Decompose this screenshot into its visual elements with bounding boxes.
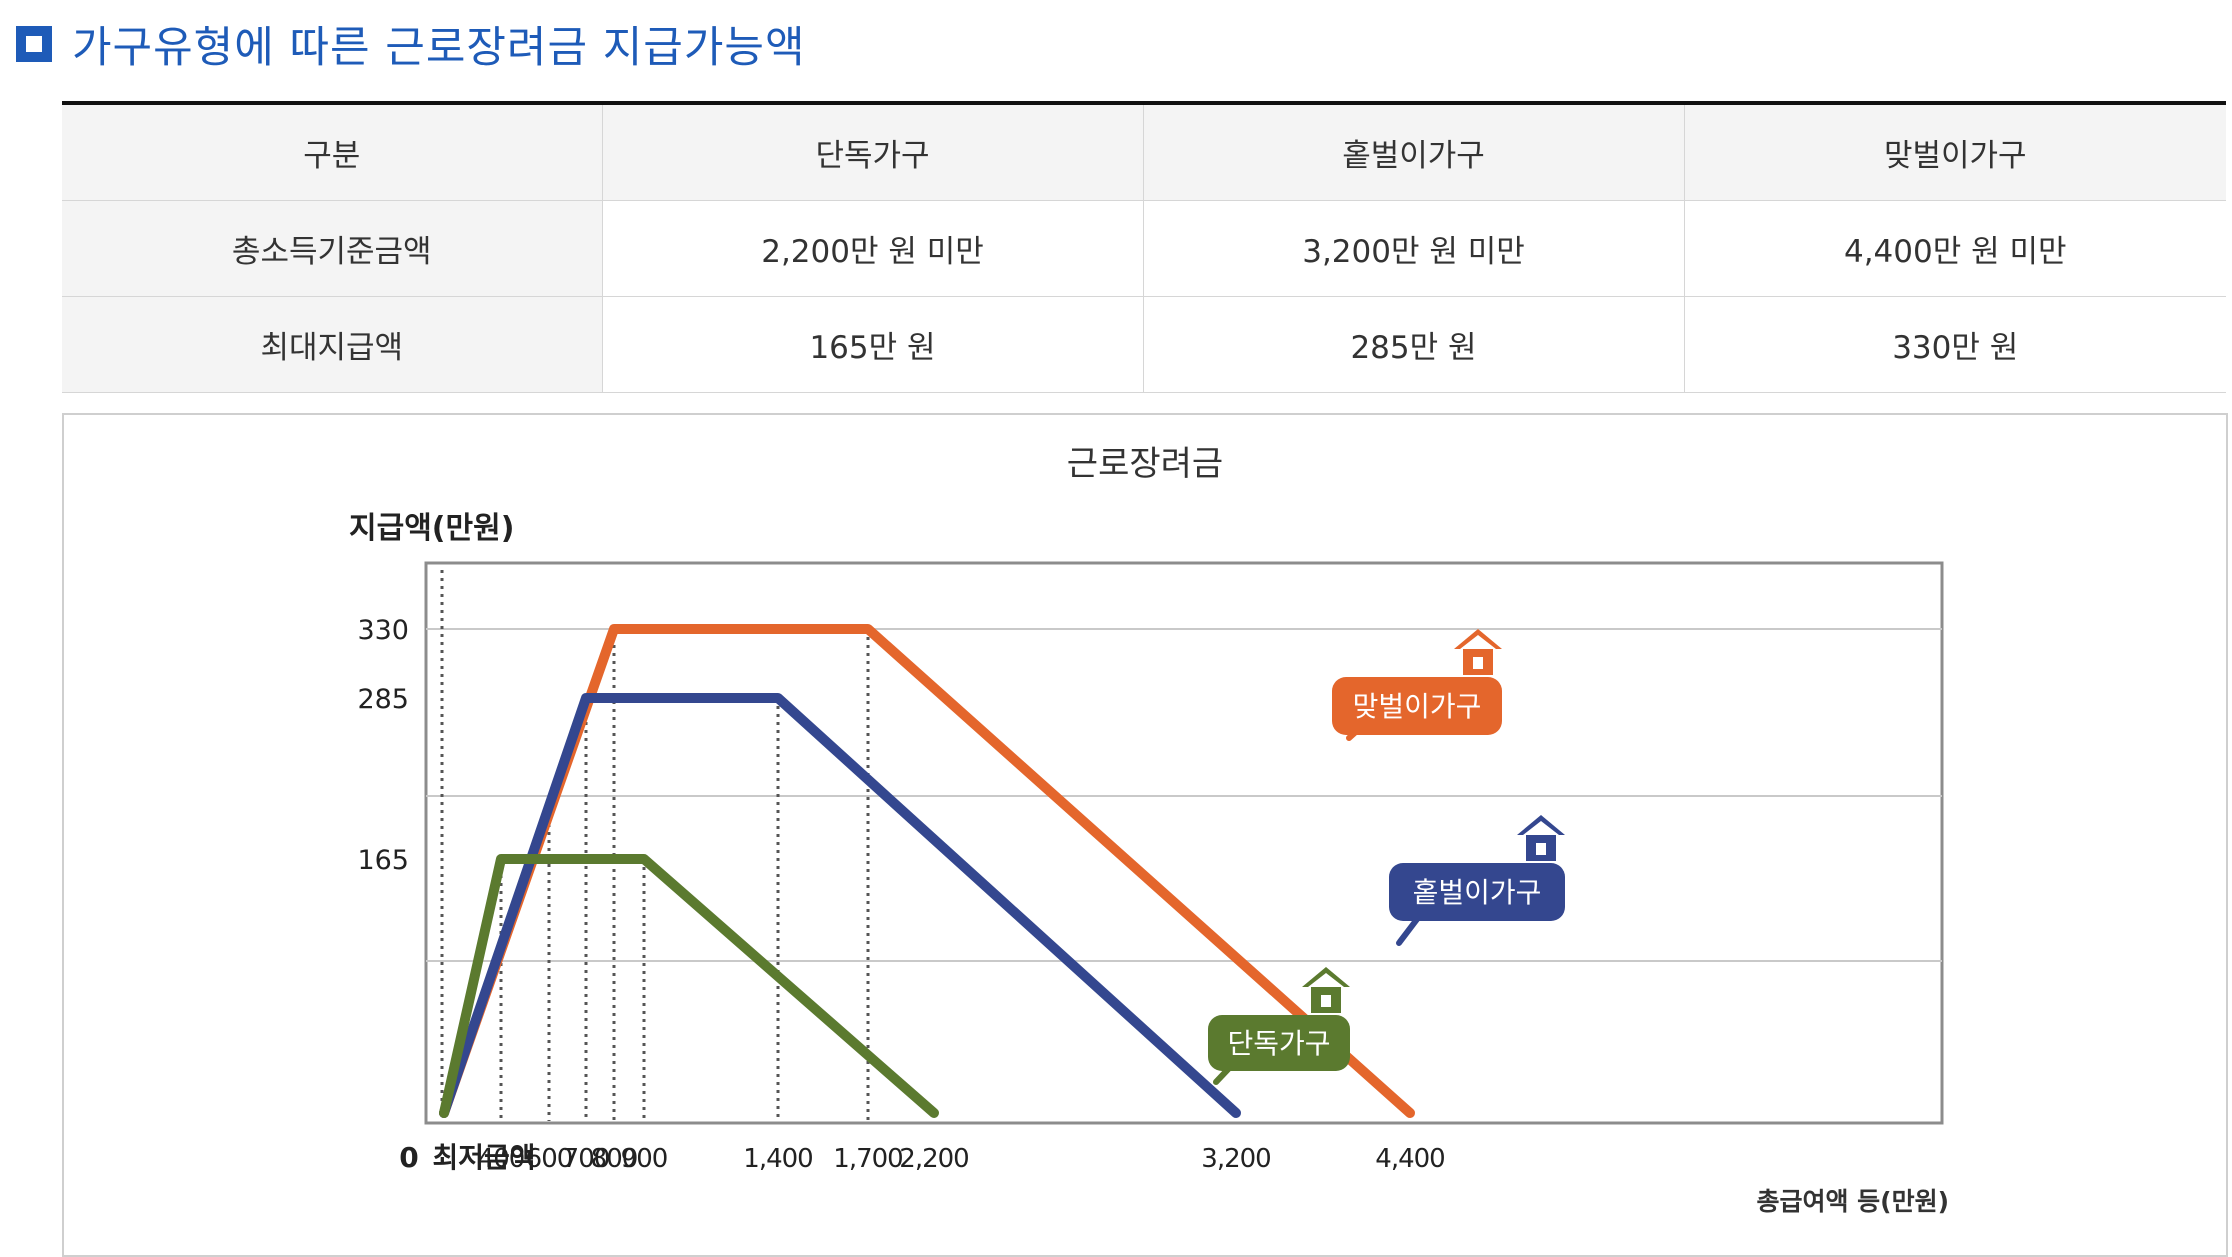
cell-single-max: 165만 원 (601, 296, 1143, 393)
table-header-dual-earner: 맞벌이가구 (1683, 103, 2226, 201)
x-axis-label: 총급여액 등(만원) (1756, 1187, 1949, 1216)
y-tick-label: 165 (357, 845, 409, 876)
callout-badge (1208, 1015, 1350, 1071)
legend-callout-single: 단독가구 (1208, 967, 1350, 1085)
y-axis-label: 지급액(만원) (349, 511, 514, 546)
house-icon (1302, 967, 1350, 1013)
x-tick-label: 4,400 (1375, 1144, 1444, 1174)
legend-label-dual: 맞벌이가구 (1353, 690, 1482, 723)
x-tick-label: 1,700 (833, 1144, 902, 1174)
series-line-single (439, 854, 939, 1118)
row-label-income-threshold: 총소득기준금액 (62, 200, 602, 297)
house-roof (1302, 967, 1350, 987)
chart-panel: 근로장려금 지급액(만원) 165 285 330 400 600 700 800 900 1… (62, 413, 2228, 1257)
cell-dual-earner-max: 330만 원 (1683, 296, 2226, 393)
legend-label-single: 단독가구 (1227, 1027, 1330, 1060)
x-origin-label: 0 (399, 1141, 418, 1174)
income-threshold-table: 구분 단독가구 홑벌이가구 맞벌이가구 총소득기준금액 2,200만 원 미만 … (62, 101, 2226, 393)
x-tick-label: 900 (621, 1144, 668, 1174)
x-tick-label: 400 (478, 1144, 525, 1174)
house-icon (1454, 629, 1502, 675)
house-window (1473, 657, 1483, 669)
callout-badge (1389, 863, 1565, 921)
table-row: 총소득기준금액 2,200만 원 미만 3,200만 원 미만 4,400만 원… (62, 200, 2226, 297)
plot-frame (424, 561, 1944, 1125)
cell-one-earner-max: 285만 원 (1142, 296, 1684, 393)
house-window (1321, 995, 1331, 1007)
house-roof (1454, 629, 1502, 649)
row-label-max-payment: 최대지급액 (62, 296, 602, 393)
table-header-row: 구분 단독가구 홑벌이가구 맞벌이가구 (62, 103, 2226, 201)
table-row: 최대지급액 165만 원 285만 원 330만 원 (62, 296, 2226, 393)
y-tick-label: 330 (357, 615, 409, 646)
x-tick-label: 2,200 (899, 1144, 968, 1174)
x-tick-label: 3,200 (1201, 1144, 1270, 1174)
x-tick-label: 700 (563, 1144, 610, 1174)
house-roof (1517, 815, 1565, 835)
house-window (1536, 843, 1546, 855)
chart-title: 근로장려금 (1067, 444, 1223, 484)
house-icon (1517, 815, 1565, 861)
y-tick-label: 285 (357, 684, 409, 715)
square-bullet-icon (16, 26, 52, 62)
series-line-one-earner (439, 693, 1241, 1118)
x-tick-label: 800 (591, 1144, 638, 1174)
x-min-label: 최저금액 (432, 1141, 535, 1174)
x-tick-label: 1,400 (743, 1144, 812, 1174)
cell-one-earner-income: 3,200만 원 미만 (1142, 200, 1684, 297)
legend-callout-dual: 맞벌이가구 (1332, 629, 1502, 741)
section-header: 가구유형에 따른 근로장려금 지급가능액 (16, 14, 806, 74)
x-tick-label: 600 (526, 1144, 573, 1174)
table-header-single: 단독가구 (601, 103, 1143, 201)
table-header-one-earner: 홑벌이가구 (1142, 103, 1684, 201)
section-title: 가구유형에 따른 근로장려금 지급가능액 (72, 23, 806, 73)
cell-dual-earner-income: 4,400만 원 미만 (1683, 200, 2226, 297)
table-header-category: 구분 (62, 103, 602, 201)
legend-label-one-earner: 홑벌이가구 (1413, 876, 1542, 909)
callout-badge (1332, 677, 1502, 735)
legend-callout-one-earner: 홑벌이가구 (1389, 815, 1565, 946)
cell-single-income: 2,200만 원 미만 (601, 200, 1143, 297)
